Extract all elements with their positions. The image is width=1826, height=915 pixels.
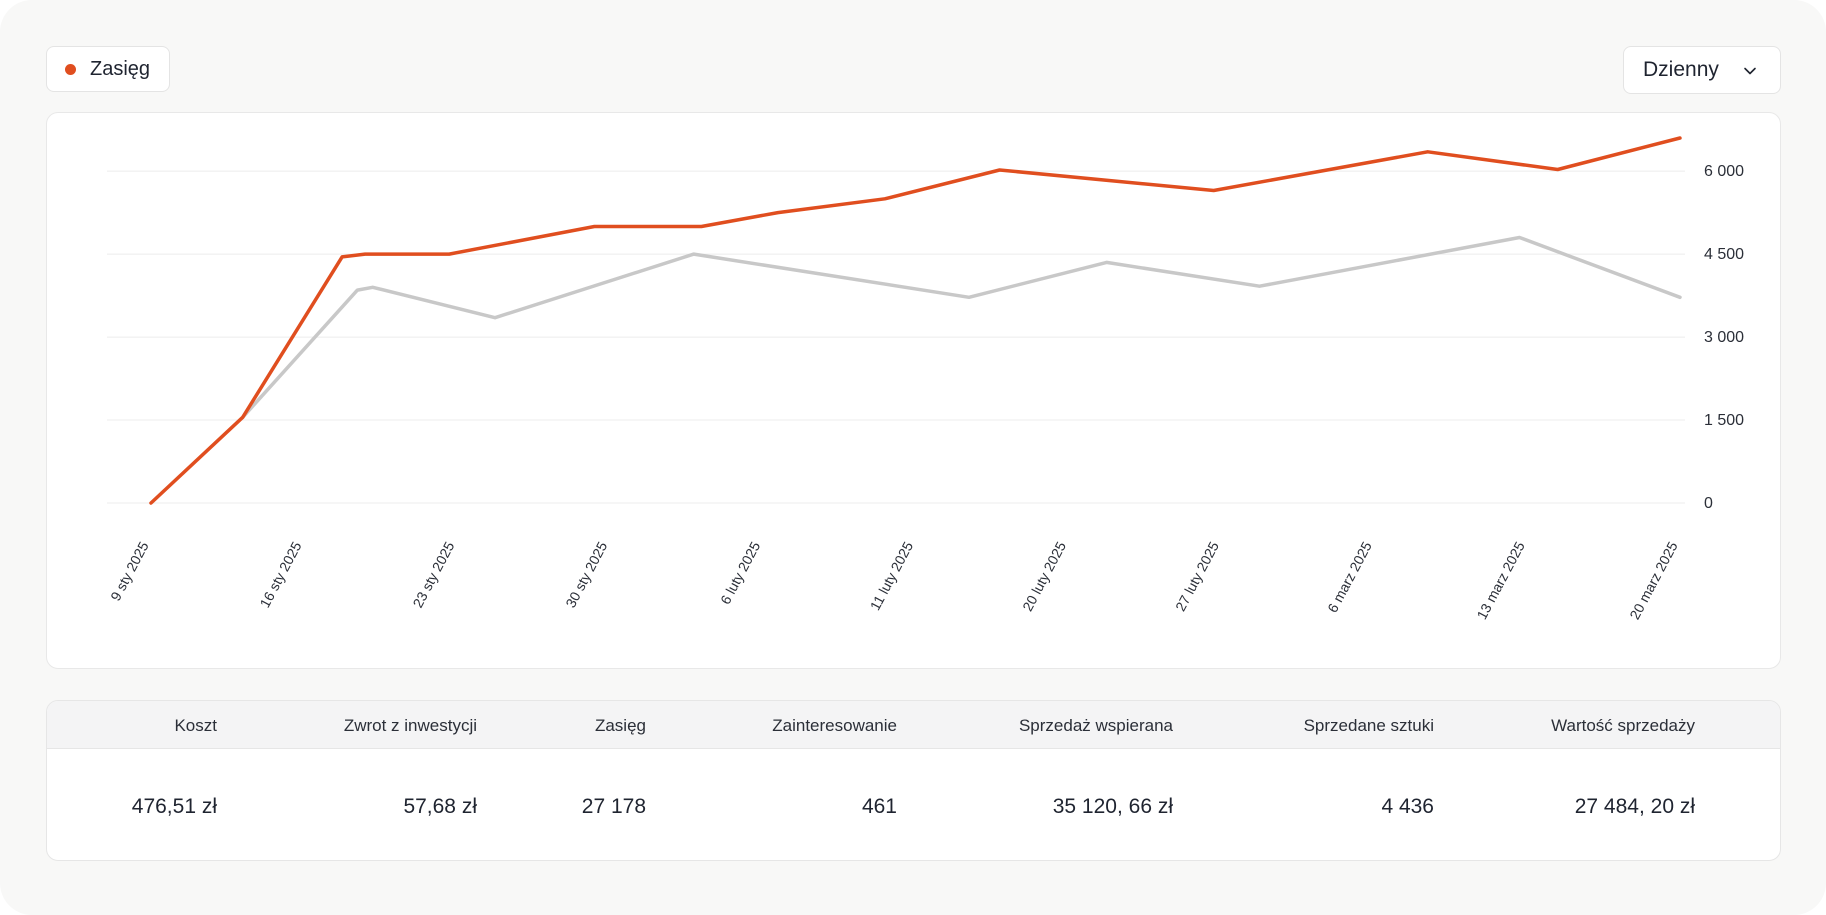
stats-header: Zainteresowanie — [772, 716, 897, 735]
period-select-value: Dzienny — [1643, 58, 1719, 81]
stats-table: Koszt Zwrot z inwestycji Zasięg Zainteresow… — [46, 700, 1781, 861]
y-tick-label: 3 000 — [1704, 329, 1744, 346]
x-tick-label: 27 luty 2025 — [1172, 539, 1222, 614]
x-tick-label: 6 marz 2025 — [1324, 539, 1375, 615]
stats-header: Zasięg — [594, 716, 646, 735]
stats-value: 27 178 — [581, 795, 646, 818]
stats-value: 461 — [861, 795, 897, 818]
stats-header: Zwrot z inwestycji — [343, 716, 477, 735]
stats-value: 476,51 zł — [131, 795, 217, 818]
stats-header: Sprzedaż wspierana — [1018, 716, 1173, 735]
stats-value: 57,68 zł — [403, 795, 477, 818]
legend-label: Zasięg — [90, 57, 151, 80]
x-tick-label: 23 sty 2025 — [409, 539, 457, 611]
period-select[interactable]: Dzienny — [1623, 46, 1781, 94]
x-tick-label: 16 sty 2025 — [256, 539, 304, 611]
x-tick-label: 13 marz 2025 — [1473, 539, 1527, 622]
y-tick-label: 6 000 — [1704, 163, 1744, 180]
chart-card: 0 1 500 3 000 4 500 6 000 9 sty 2025 16 sty 20… — [46, 112, 1781, 669]
x-tick-label: 20 luty 2025 — [1019, 539, 1069, 614]
stats-value: 4 436 — [1381, 795, 1434, 818]
stats-header: Koszt — [174, 716, 217, 735]
stats-header: Sprzedane sztuki — [1303, 716, 1434, 735]
x-tick-label: 11 luty 2025 — [867, 539, 917, 613]
stats-value: 27 484, 20 zł — [1574, 795, 1695, 818]
series-line-comparison — [240, 235, 1682, 420]
chevron-down-icon — [1744, 67, 1756, 75]
y-tick-label: 1 500 — [1704, 412, 1744, 429]
line-chart: 0 1 500 3 000 4 500 6 000 9 sty 2025 16 sty 20… — [107, 136, 1744, 622]
stats-header: Wartość sprzedaży — [1551, 716, 1695, 735]
x-tick-label: 9 sty 2025 — [107, 539, 152, 604]
stats-value: 35 120, 66 zł — [1052, 795, 1173, 818]
series-line-reach — [149, 136, 1682, 505]
x-tick-label: 6 luty 2025 — [717, 539, 763, 607]
y-tick-label: 0 — [1704, 495, 1713, 512]
x-tick-label: 30 sty 2025 — [562, 539, 610, 611]
x-tick-label: 20 marz 2025 — [1626, 539, 1680, 622]
legend-dot-icon — [65, 63, 76, 75]
y-tick-label: 4 500 — [1704, 246, 1744, 263]
legend-chip-reach[interactable]: Zasięg — [46, 46, 170, 92]
stats-header-row: Koszt Zwrot z inwestycji Zasięg Zainteresow… — [47, 701, 1780, 749]
